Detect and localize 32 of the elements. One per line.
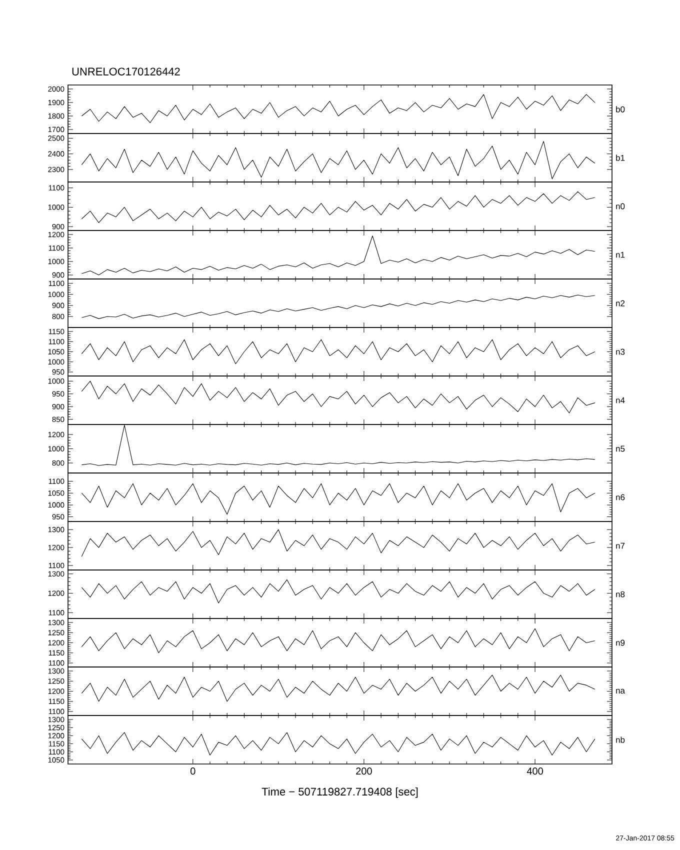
line-series: [81, 579, 596, 604]
line-series: [81, 380, 596, 414]
chart-title: UNRELOC170126442: [72, 68, 180, 76]
legend-label: b0: [616, 106, 625, 112]
line-series: [81, 94, 596, 123]
legend-label: nb: [616, 736, 625, 743]
line-series: [81, 529, 596, 557]
line-series: [81, 141, 596, 180]
line-series: [81, 483, 596, 515]
legend-label: b1: [616, 154, 625, 161]
x-tick-label: 0: [190, 768, 196, 775]
legend-label: n2: [616, 300, 625, 306]
line-series: [81, 294, 596, 319]
legend-label: n9: [616, 640, 625, 646]
line-series: [81, 732, 596, 756]
line-series: [81, 674, 596, 702]
legend-label: n5: [616, 446, 625, 452]
legend-label: n1: [616, 252, 625, 258]
x-axis-title: Time − 507119827.719408 [sec]: [262, 787, 418, 798]
legend-label: na: [616, 688, 625, 694]
line-series: [81, 628, 596, 654]
legend-label: n4: [616, 397, 625, 404]
legend-label: n7: [616, 542, 625, 549]
legend-label: n6: [616, 494, 625, 500]
line-series: [81, 236, 596, 276]
legend-label: n8: [616, 591, 625, 598]
x-tick-label: 400: [526, 768, 543, 775]
line-series: [81, 339, 596, 364]
line-series: [81, 191, 596, 224]
x-tick-label: 200: [356, 768, 372, 775]
legend-label: n3: [616, 348, 625, 355]
legend-label: n0: [616, 203, 625, 210]
